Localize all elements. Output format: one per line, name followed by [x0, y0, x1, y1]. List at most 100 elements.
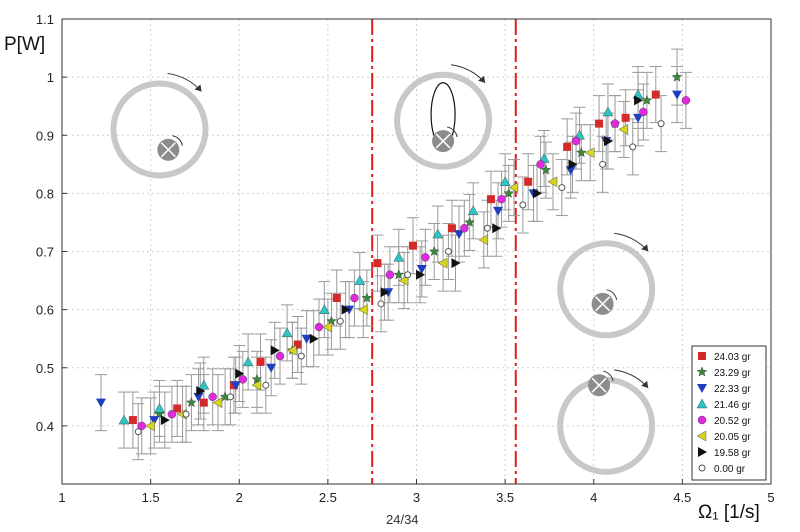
data-point	[432, 228, 444, 239]
data-point	[373, 259, 382, 268]
data-point	[464, 216, 475, 227]
ring-ball-on-rim-icon	[557, 369, 656, 475]
legend-marker	[697, 384, 707, 393]
legend-label: 20.05 gr	[714, 432, 751, 443]
ball-arrow	[606, 289, 618, 300]
x-tick-label: 4.5	[673, 490, 691, 505]
data-point	[238, 375, 247, 384]
legend-label: 22.33 gr	[714, 384, 751, 395]
legend-label: 0.00 gr	[714, 464, 746, 475]
data-point	[198, 379, 210, 390]
legend-label: 23.29 gr	[714, 368, 751, 379]
ball-cross	[435, 133, 451, 149]
data-point	[149, 416, 160, 426]
data-point	[633, 113, 644, 123]
ball-cross	[160, 142, 176, 158]
data-point	[230, 381, 241, 391]
legend-box	[691, 345, 767, 481]
legend-marker	[698, 447, 707, 457]
data-point	[571, 136, 581, 146]
data-point	[576, 147, 587, 158]
ring-ball-center-icon	[557, 232, 656, 339]
y-tick-label: 0.6	[36, 303, 54, 318]
y-tick-label: 0.9	[36, 128, 54, 143]
data-point	[467, 205, 479, 216]
data-point	[297, 352, 305, 360]
data-point	[336, 317, 344, 325]
x-axis-title: Ω₁ [1/s]	[698, 502, 760, 523]
data-point	[478, 234, 489, 246]
legend: 24.03 gr 23.29 gr 22.33 gr 21.46 gr 20.52 gr…	[691, 345, 767, 481]
data-point	[242, 356, 254, 367]
data-point	[483, 224, 491, 232]
data-point	[361, 292, 373, 303]
data-point	[377, 300, 385, 308]
data-point	[416, 264, 427, 274]
data-point	[196, 386, 206, 396]
data-point	[145, 420, 155, 432]
data-point	[226, 393, 234, 401]
data-point	[672, 90, 683, 100]
data-point	[182, 410, 190, 418]
data-point	[563, 142, 572, 151]
x-tick-label: 3.5	[496, 490, 514, 505]
data-point	[508, 182, 519, 193]
y-tick-label: 0.7	[36, 245, 54, 260]
data-point	[301, 334, 312, 344]
y-tick-label: 0.8	[36, 186, 54, 201]
data-point	[671, 71, 683, 82]
data-point	[408, 241, 417, 250]
x-tick-label: 4	[590, 490, 597, 505]
legend-marker	[696, 398, 708, 409]
data-point	[454, 230, 465, 240]
data-point	[547, 176, 558, 188]
data-point	[212, 397, 223, 408]
data-point	[350, 293, 359, 303]
data-point	[524, 177, 533, 186]
data-point	[437, 257, 448, 269]
data-point	[497, 194, 506, 204]
regime-boundaries	[371, 19, 517, 484]
page-number: 24/34	[386, 512, 419, 527]
data-point	[621, 113, 630, 122]
y-tick-label: 1.1	[36, 12, 54, 27]
data-point	[421, 253, 430, 262]
legend-marker	[698, 352, 706, 360]
data-point	[270, 345, 280, 356]
data-point	[429, 245, 440, 256]
data-point	[404, 271, 412, 279]
data-point	[199, 398, 208, 407]
data-point	[416, 269, 426, 280]
data-point	[618, 124, 629, 135]
ring-shape	[394, 71, 493, 170]
data-point	[318, 304, 330, 314]
data-point	[173, 404, 182, 413]
data-point	[447, 224, 456, 233]
data-point	[309, 333, 319, 344]
data-point	[380, 287, 390, 298]
data-point	[256, 357, 265, 366]
data-point	[486, 195, 495, 204]
x-tick-label: 1.5	[142, 490, 160, 505]
data-point	[95, 398, 106, 408]
ring-shape	[557, 240, 656, 339]
arrowhead	[194, 84, 202, 92]
data-point	[266, 363, 277, 373]
x-tick-label: 3	[413, 490, 420, 505]
data-point	[533, 188, 543, 199]
data-point	[357, 304, 368, 315]
arrowhead	[641, 244, 649, 252]
ball-arrow	[172, 135, 183, 146]
tick-labels: 1 1.5 2 2.5 3 3.5 4 4.5 5 0.4 0.5 0.6 0.7 0.8 0.9 1 1.1	[36, 12, 775, 505]
data-point	[398, 275, 409, 286]
data-point	[651, 90, 660, 99]
data-point	[565, 166, 576, 176]
data-point	[154, 403, 165, 413]
data-point	[160, 415, 170, 426]
data-point	[322, 321, 333, 333]
data-point	[558, 184, 566, 192]
data-point	[275, 351, 285, 361]
ball-arrow	[446, 126, 458, 138]
x-tick-label: 5	[767, 490, 774, 505]
